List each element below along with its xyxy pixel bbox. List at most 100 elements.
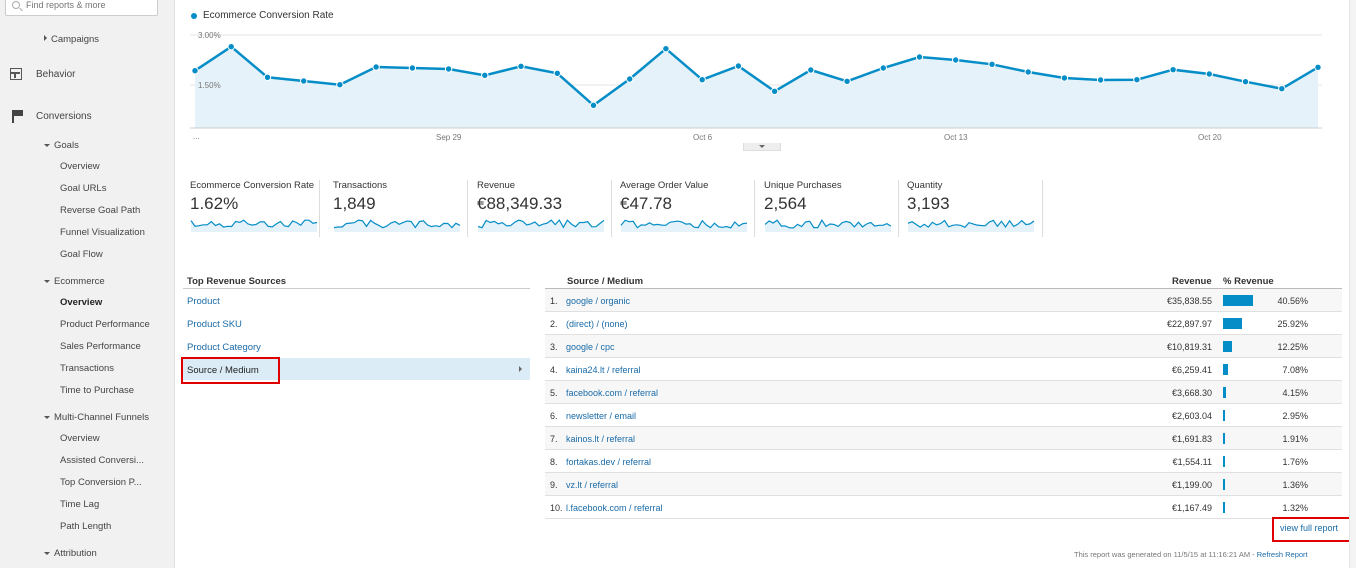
chart-point[interactable]	[227, 43, 235, 51]
x-tick-label: Oct 6	[693, 133, 713, 142]
sidebar-item-mcf-overview[interactable]: Overview	[60, 433, 100, 444]
chart-point[interactable]	[408, 64, 417, 72]
sparkline-line	[764, 219, 892, 229]
chart-point[interactable]	[807, 66, 815, 74]
link-product[interactable]: Product	[187, 296, 220, 307]
sidebar-item-sales-performance[interactable]: Sales Performance	[60, 341, 141, 352]
metric-ecommerce-conversion-rate[interactable]: Ecommerce Conversion Rate 1.62%	[190, 180, 320, 237]
chart-collapse-toggle[interactable]	[743, 143, 781, 151]
chart-point[interactable]	[589, 101, 598, 110]
link-product-sku[interactable]: Product SKU	[187, 319, 242, 330]
chart-point[interactable]	[1205, 70, 1213, 78]
sidebar-item-transactions[interactable]: Transactions	[60, 363, 115, 374]
footer-text: This report was generated on 11/5/15 at …	[1074, 550, 1255, 559]
sidebar-item-ecommerce[interactable]: Ecommerce	[44, 276, 105, 287]
chart-point[interactable]	[879, 64, 887, 72]
chart-point[interactable]	[1241, 78, 1250, 86]
divider	[545, 288, 1342, 289]
metric-sparkline	[907, 219, 1035, 232]
chart-point[interactable]	[988, 60, 996, 68]
col-header-pct-revenue[interactable]: % Revenue	[1223, 276, 1274, 287]
source-medium-link[interactable]: google / cpc	[566, 342, 615, 352]
sidebar-item-path-length[interactable]: Path Length	[60, 521, 112, 532]
source-medium-link[interactable]: kainos.lt / referral	[566, 434, 636, 444]
chart-point[interactable]	[698, 76, 706, 84]
chart-point[interactable]	[952, 56, 960, 64]
source-medium-link[interactable]: facebook.com / referral	[566, 388, 659, 398]
table-row: 3. google / cpc €10,819.31 12.25%	[545, 335, 1342, 358]
sidebar-item-behavior[interactable]: Behavior	[36, 69, 76, 80]
metric-quantity[interactable]: Quantity 3,193	[907, 180, 1043, 237]
sidebar-item-goal-flow[interactable]: Goal Flow	[60, 249, 103, 260]
chart-point[interactable]	[734, 62, 743, 70]
source-medium-link[interactable]: kaina24.lt / referral	[566, 365, 641, 375]
chart-point[interactable]	[1278, 85, 1286, 93]
chart-point[interactable]	[191, 67, 199, 75]
sidebar-item-reverse-goal-path[interactable]: Reverse Goal Path	[60, 205, 141, 216]
chart-point[interactable]	[770, 87, 779, 95]
chart-point[interactable]	[263, 73, 272, 81]
pct-revenue-value: 12.25%	[1277, 342, 1308, 352]
chart-point[interactable]	[481, 71, 489, 79]
chart-point[interactable]	[1314, 63, 1322, 71]
selected-source-medium-row[interactable]	[183, 358, 530, 380]
source-medium-link[interactable]: google / organic	[566, 296, 631, 306]
col-header-revenue[interactable]: Revenue	[1172, 276, 1212, 287]
sidebar-item-ecommerce-overview[interactable]: Overview	[60, 297, 103, 308]
scrollbar[interactable]	[1349, 0, 1356, 568]
chart-point[interactable]	[444, 65, 453, 73]
source-medium-link[interactable]: l.facebook.com / referral	[566, 503, 663, 513]
sidebar-item-product-performance[interactable]: Product Performance	[60, 319, 150, 330]
chart-point[interactable]	[372, 63, 380, 71]
link-product-category[interactable]: Product Category	[187, 342, 261, 353]
chart-point[interactable]	[843, 77, 851, 85]
sidebar-item-goals-overview[interactable]: Overview	[60, 161, 100, 172]
metric-average-order-value[interactable]: Average Order Value €47.78	[620, 180, 755, 237]
chart-point[interactable]	[1060, 74, 1069, 82]
sidebar-item-attribution[interactable]: Attribution	[44, 548, 97, 559]
sidebar-item-multi-channel-funnels[interactable]: Multi-Channel Funnels	[44, 412, 149, 423]
col-header-source-medium[interactable]: Source / Medium	[567, 276, 644, 287]
chart-point[interactable]	[1024, 68, 1032, 76]
sidebar-item-goals[interactable]: Goals	[44, 140, 79, 151]
metric-transactions[interactable]: Transactions 1,849	[333, 180, 468, 237]
link-source-medium[interactable]: Source / Medium	[187, 365, 259, 376]
chart-point[interactable]	[336, 81, 344, 89]
sidebar-item-campaigns[interactable]: Campaigns	[44, 34, 99, 45]
sidebar-item-goal-urls[interactable]: Goal URLs	[60, 183, 107, 194]
metric-revenue[interactable]: Revenue €88,349.33	[477, 180, 612, 237]
source-medium-link[interactable]: newsletter / email	[566, 411, 637, 421]
report-footer: This report was generated on 11/5/15 at …	[1074, 550, 1308, 559]
chart-point[interactable]	[517, 62, 525, 70]
chart-point[interactable]	[662, 45, 670, 53]
search-input[interactable]	[26, 0, 151, 10]
sidebar-item-funnel-visualization[interactable]: Funnel Visualization	[60, 227, 145, 238]
metric-unique-purchases[interactable]: Unique Purchases 2,564	[764, 180, 899, 237]
source-medium-link[interactable]: vz.lt / referral	[566, 480, 619, 490]
sidebar-item-assisted-conversions[interactable]: Assisted Conversi...	[60, 455, 144, 466]
chart-series-line	[194, 45, 1319, 107]
chart-point[interactable]	[300, 77, 308, 85]
chart-point[interactable]	[1169, 66, 1177, 74]
search-box[interactable]	[5, 0, 158, 16]
sparkline-line	[190, 219, 318, 228]
view-full-report-link[interactable]: view full report	[1280, 523, 1339, 533]
chart-point[interactable]	[1096, 76, 1105, 84]
chart-point[interactable]	[1133, 76, 1141, 84]
sidebar-item-top-conversion-paths[interactable]: Top Conversion P...	[60, 477, 142, 488]
source-medium-link[interactable]: (direct) / (none)	[566, 319, 628, 329]
source-medium-link[interactable]: fortakas.dev / referral	[566, 457, 652, 467]
chart-point[interactable]	[553, 69, 561, 77]
x-tick-label: Oct 13	[944, 133, 968, 142]
sparkline-area	[478, 220, 604, 232]
sidebar-item-time-to-purchase[interactable]: Time to Purchase	[60, 385, 135, 396]
behavior-icon	[10, 68, 22, 80]
chart-area-fill	[195, 46, 1318, 129]
refresh-report-link[interactable]: Refresh Report	[1256, 550, 1308, 559]
sidebar-item-time-lag[interactable]: Time Lag	[60, 499, 100, 510]
chart-point[interactable]	[915, 53, 924, 61]
revenue-value: €1,167.49	[1171, 503, 1212, 513]
sidebar-item-conversions[interactable]: Conversions	[36, 111, 92, 122]
chart-point[interactable]	[626, 75, 634, 83]
conversion-rate-chart[interactable]	[190, 28, 1332, 146]
